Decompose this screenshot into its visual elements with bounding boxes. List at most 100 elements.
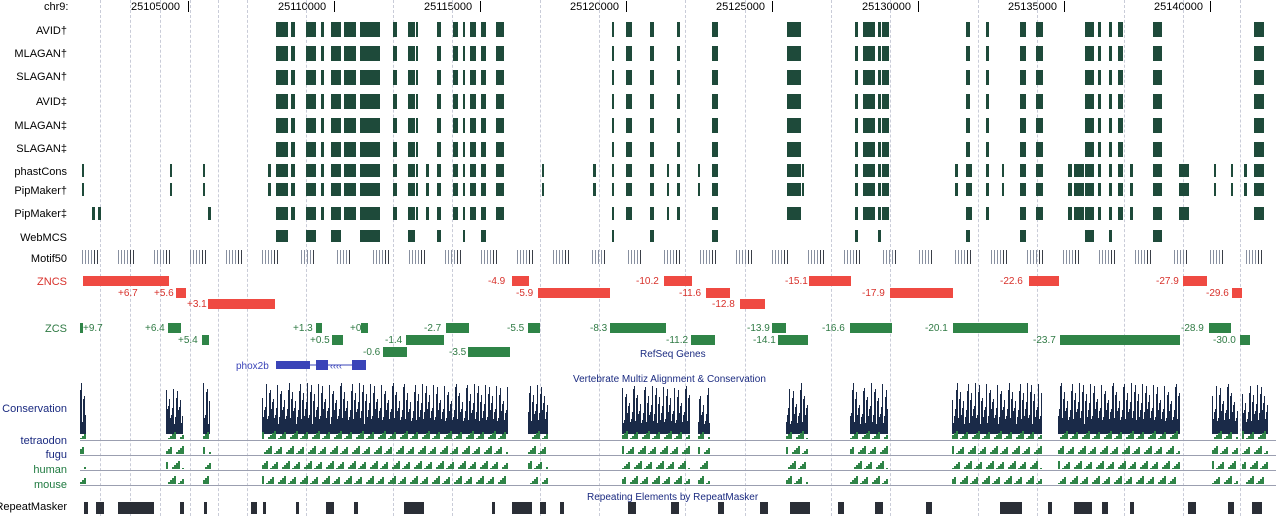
- conservation-bar: [1221, 411, 1222, 434]
- alignment-block: [878, 207, 881, 220]
- zcs-score: +9.7: [83, 323, 103, 334]
- track-label-zcs: ZCS: [45, 323, 67, 335]
- species-wiggle: [316, 433, 318, 439]
- species-wiggle: [864, 468, 866, 469]
- alignment-block: [331, 70, 341, 85]
- species-wiggle: [998, 466, 1000, 469]
- conservation-bar: [804, 396, 805, 434]
- conservation-bar: [645, 387, 646, 434]
- conservation-bar: [863, 391, 864, 434]
- conservation-bar: [787, 415, 788, 434]
- species-wiggle: [638, 463, 640, 469]
- track-label-avid1: AVID†: [36, 25, 67, 37]
- alignment-block: [393, 70, 397, 85]
- conservation-bar: [853, 383, 854, 434]
- species-wiggle: [1018, 446, 1020, 454]
- species-wiggle: [952, 435, 954, 439]
- species-wiggle: [1222, 462, 1224, 469]
- species-wiggle: [1260, 446, 1262, 454]
- species-wiggle: [278, 438, 280, 439]
- conservation-bar: [350, 410, 351, 434]
- zcs-segment: [1060, 335, 1180, 345]
- species-wiggle: [290, 437, 292, 439]
- species-wiggle: [384, 431, 386, 439]
- species-wiggle: [794, 461, 796, 469]
- species-wiggle: [348, 434, 350, 439]
- conservation-bar: [996, 408, 997, 434]
- alignment-block: [360, 22, 380, 37]
- species-wiggle: [542, 438, 544, 439]
- species-wiggle: [314, 479, 316, 484]
- species-wiggle: [688, 435, 690, 439]
- motif-tick: [382, 250, 383, 264]
- zcs-segment: [80, 323, 83, 333]
- alignment-block: [966, 22, 970, 37]
- species-wiggle: [1070, 449, 1072, 454]
- conservation-bar: [496, 386, 497, 434]
- alignment-block: [542, 164, 544, 177]
- species-wiggle: [320, 462, 322, 469]
- motif-tick: [823, 250, 824, 264]
- species-wiggle: [352, 463, 354, 469]
- alignment-block: [1130, 164, 1133, 177]
- motif-tick: [421, 250, 422, 264]
- zcs-score: -11.2: [666, 335, 689, 346]
- species-wiggle: [1152, 466, 1154, 469]
- motif-tick: [1099, 250, 1100, 264]
- species-wiggle: [176, 463, 178, 469]
- alignment-block: [1254, 164, 1264, 177]
- conservation-bar: [314, 394, 315, 434]
- species-wiggle: [207, 432, 209, 439]
- motif-tick: [193, 250, 194, 264]
- conservation-bar: [1020, 384, 1021, 434]
- conservation-bar: [427, 409, 428, 434]
- motif-tick: [1138, 250, 1139, 264]
- phox2b-gene-model[interactable]: ‹‹‹‹: [270, 358, 380, 374]
- zcs-score: -16.6: [822, 323, 845, 334]
- conservation-bar: [466, 388, 467, 434]
- conservation-bar: [491, 403, 492, 434]
- conservation-bar: [708, 388, 709, 434]
- zcs-score: -1.4: [385, 335, 403, 346]
- motif-tick: [1180, 250, 1181, 264]
- species-wiggle: [982, 482, 984, 484]
- conservation-bar: [402, 410, 403, 434]
- alignment-block: [612, 164, 614, 177]
- alignment-block: [612, 94, 614, 109]
- species-wiggle: [872, 438, 874, 439]
- species-wiggle: [388, 449, 390, 454]
- conservation-bar: [786, 422, 787, 434]
- species-wiggle: [1036, 450, 1038, 454]
- species-wiggle: [268, 448, 270, 454]
- species-wiggle: [494, 453, 496, 454]
- zncs-segment: [740, 299, 765, 309]
- repeat-block: [790, 502, 810, 514]
- conservation-bar: [437, 387, 438, 434]
- alignment-block: [344, 183, 356, 196]
- alignment-block: [787, 118, 801, 133]
- alignment-block: [986, 70, 989, 85]
- alignment-block: [855, 22, 858, 37]
- species-wiggle: [970, 461, 972, 469]
- conservation-bar: [646, 422, 647, 434]
- alignment-block: [291, 46, 295, 61]
- conservation-bar: [433, 385, 434, 434]
- alignment-block: [986, 164, 989, 177]
- species-wiggle: [362, 453, 364, 454]
- conservation-bar: [1222, 404, 1223, 434]
- alignment-block: [453, 46, 458, 61]
- alignment-block: [408, 142, 415, 157]
- zncs-segment: [809, 276, 851, 286]
- species-wiggle: [962, 447, 964, 454]
- conservation-bar: [530, 386, 531, 434]
- alignment-block: [1098, 207, 1101, 220]
- species-wiggle: [358, 435, 360, 439]
- conservation-bar: [487, 417, 488, 434]
- species-wiggle: [1212, 483, 1214, 484]
- grid-line: [452, 0, 453, 516]
- species-wiggle: [1266, 451, 1268, 454]
- alignment-block: [855, 70, 858, 85]
- conservation-bar: [452, 420, 453, 434]
- conservation-bar: [386, 410, 387, 434]
- conservation-bar: [480, 402, 481, 434]
